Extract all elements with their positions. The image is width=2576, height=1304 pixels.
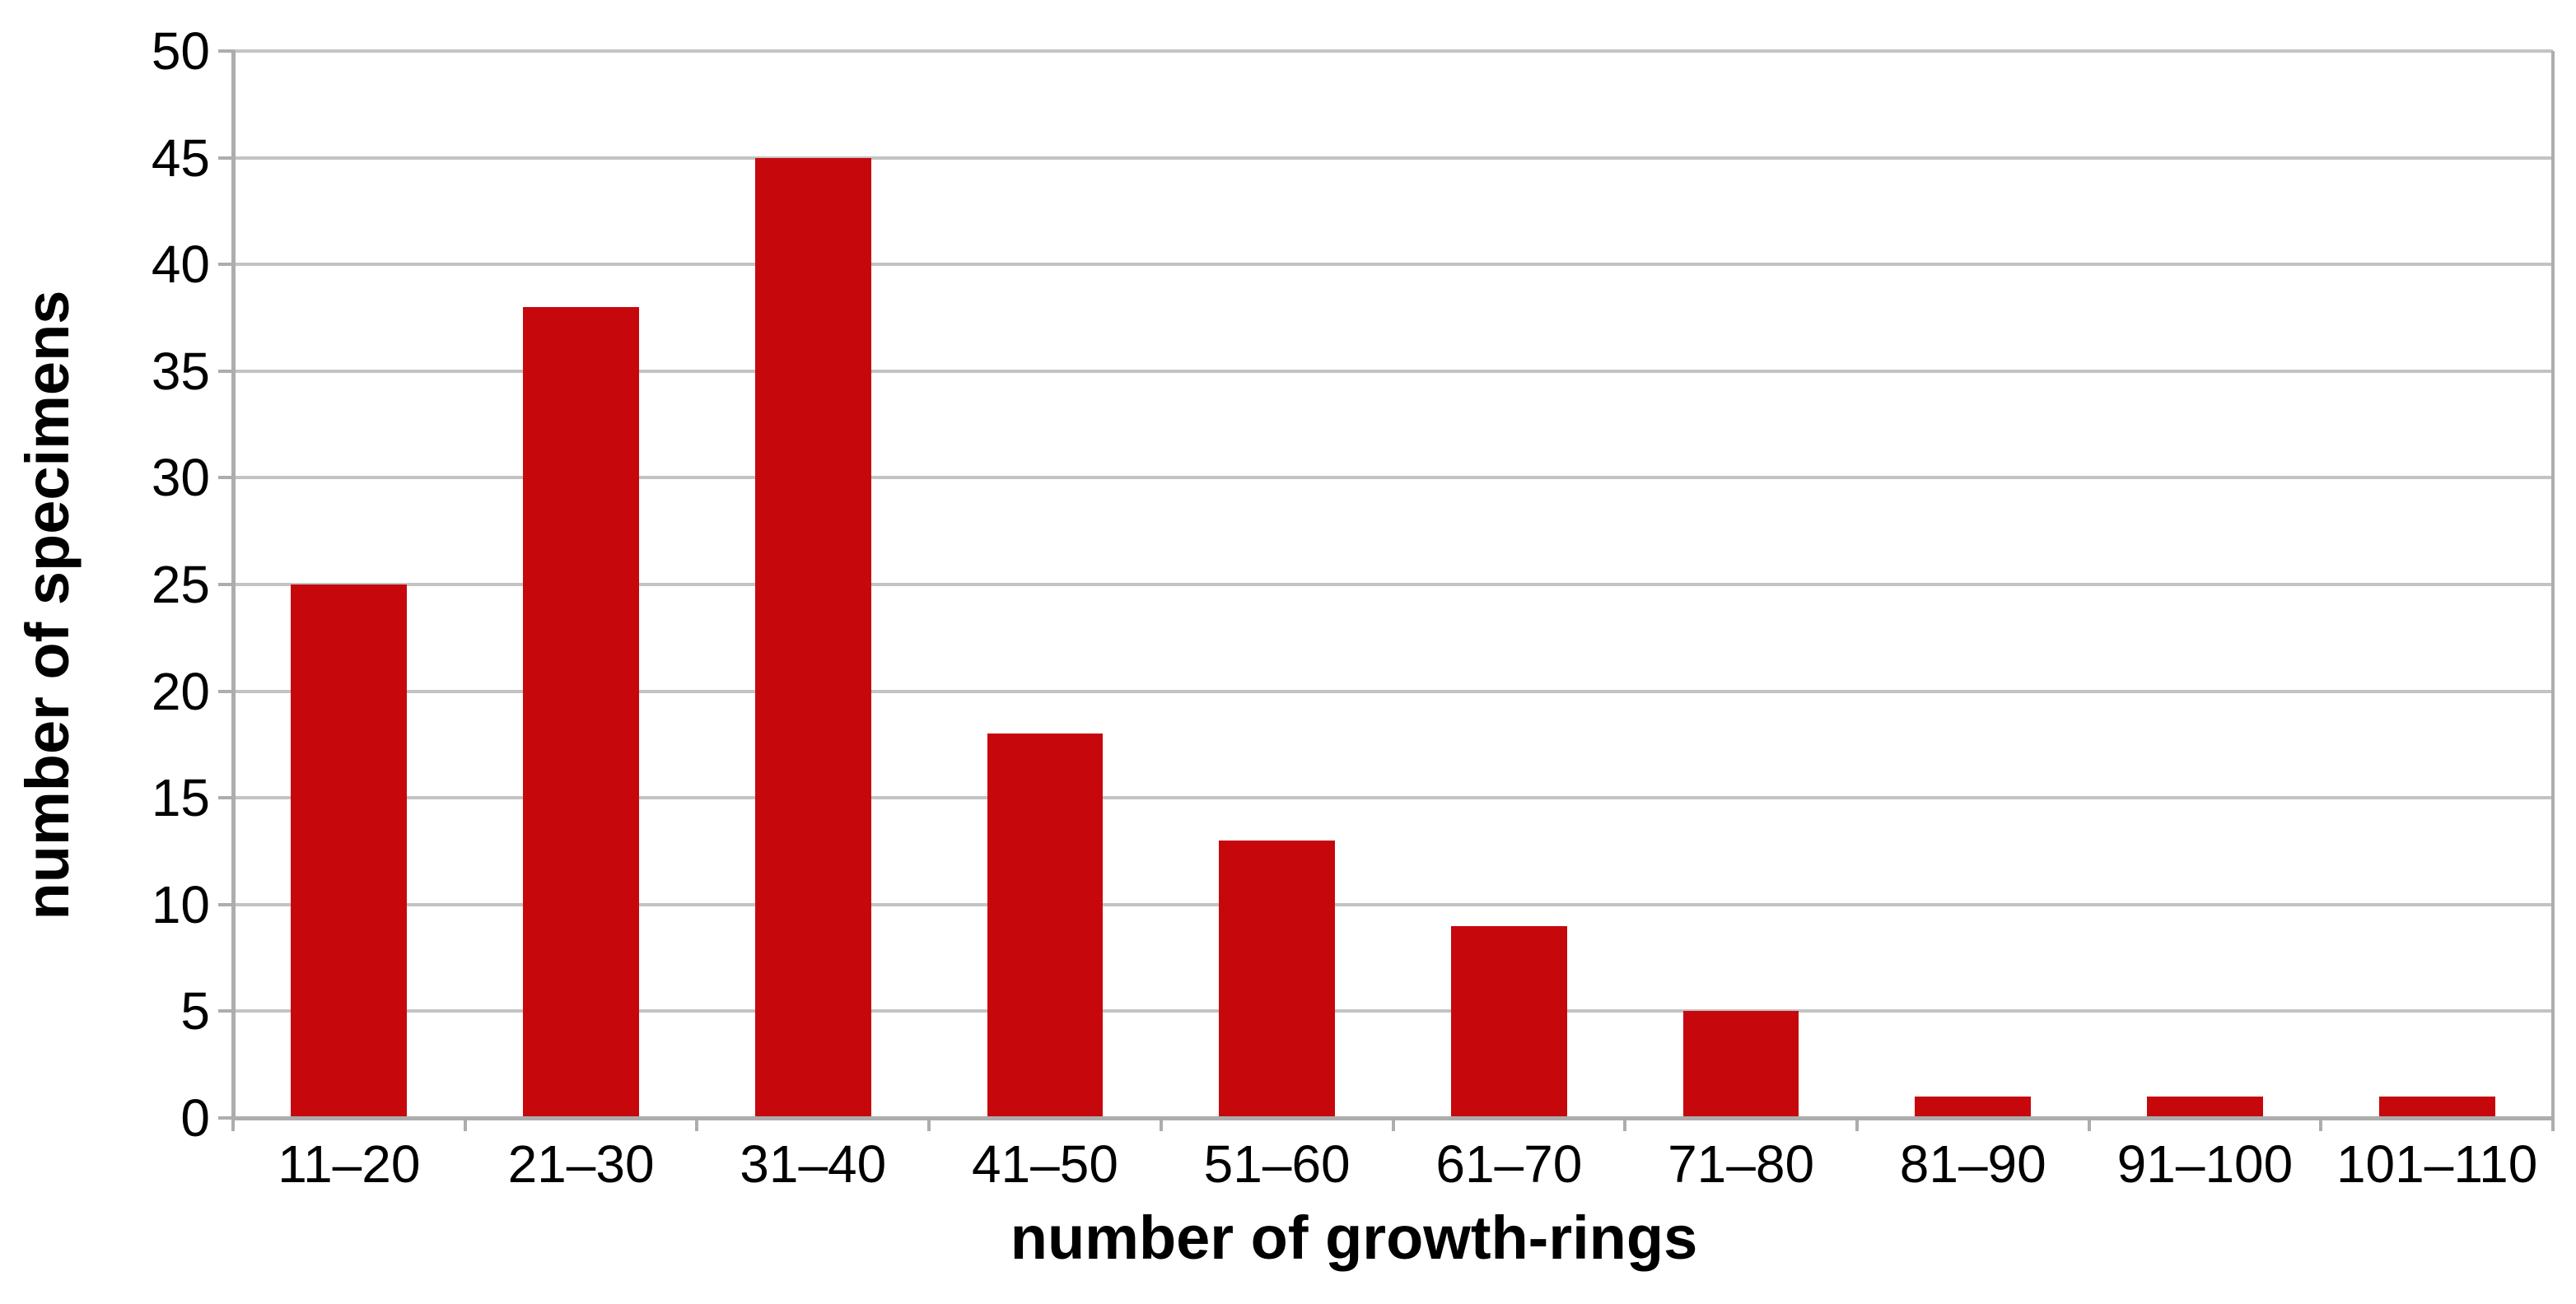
bar-71-80 [1682, 1011, 1799, 1118]
gridline-5 [235, 1009, 2553, 1013]
y-tick-label-15: 15 [151, 768, 210, 828]
y-tick-10 [218, 902, 235, 906]
y-tick-label-0: 0 [180, 1088, 210, 1148]
bar-101-110 [2378, 1097, 2495, 1118]
x-tick-5 [1391, 1118, 1395, 1131]
x-tick-label-11-20: 11–20 [278, 1134, 421, 1194]
y-tick-label-35: 35 [151, 341, 210, 401]
x-tick-0 [231, 1118, 235, 1131]
x-tick-label-101-110: 101–110 [2336, 1134, 2538, 1194]
bar-31-40 [754, 157, 871, 1118]
x-tick-8 [2087, 1118, 2091, 1131]
y-tick-label-45: 45 [151, 128, 210, 188]
plot-right-border [2551, 51, 2555, 1120]
gridline-35 [235, 369, 2553, 373]
bar-21-30 [523, 307, 639, 1118]
x-tick-label-21-30: 21–30 [507, 1134, 655, 1194]
y-tick-label-30: 30 [151, 448, 210, 508]
y-tick-5 [218, 1009, 235, 1013]
y-tick-label-10: 10 [151, 874, 210, 934]
y-tick-label-5: 5 [180, 981, 210, 1041]
x-axis-title: number of growth-rings [1010, 1204, 1698, 1272]
gridline-45 [235, 156, 2553, 160]
gridline-20 [235, 689, 2553, 693]
x-tick-label-91-100: 91–100 [2116, 1134, 2294, 1194]
x-tick-2 [695, 1118, 699, 1131]
y-tick-50 [218, 49, 235, 53]
bar-81-90 [1915, 1097, 2032, 1118]
bar-61-70 [1450, 925, 1567, 1118]
x-tick-label-71-80: 71–80 [1668, 1134, 1815, 1194]
gridline-25 [235, 583, 2553, 586]
y-tick-25 [218, 583, 235, 586]
gridline-50 [235, 49, 2553, 53]
bar-91-100 [2147, 1097, 2263, 1118]
x-tick-label-81-90: 81–90 [1899, 1134, 2046, 1194]
gridline-30 [235, 476, 2553, 480]
x-tick-label-61-70: 61–70 [1435, 1134, 1583, 1194]
x-tick-1 [463, 1118, 467, 1131]
y-tick-20 [218, 689, 235, 693]
gridline-40 [235, 263, 2553, 267]
y-tick-45 [218, 156, 235, 160]
y-tick-15 [218, 796, 235, 800]
x-tick-4 [1159, 1118, 1163, 1131]
x-tick-6 [1623, 1118, 1627, 1131]
bar-41-50 [987, 734, 1104, 1118]
x-tick-label-31-40: 31–40 [740, 1134, 887, 1194]
x-tick-label-51-60: 51–60 [1203, 1134, 1351, 1194]
y-tick-30 [218, 476, 235, 480]
y-tick-40 [218, 263, 235, 267]
x-tick-label-41-50: 41–50 [971, 1134, 1118, 1194]
y-tick-label-50: 50 [151, 21, 210, 81]
x-tick-7 [1855, 1118, 1859, 1131]
y-tick-0 [218, 1116, 235, 1120]
y-tick-label-25: 25 [151, 555, 210, 614]
bar-51-60 [1219, 841, 1336, 1118]
y-tick-label-20: 20 [151, 661, 210, 721]
bar-11-20 [291, 584, 408, 1118]
gridline-15 [235, 796, 2553, 800]
y-tick-35 [218, 369, 235, 373]
gridline-10 [235, 902, 2553, 906]
x-tick-9 [2319, 1118, 2323, 1131]
y-tick-label-40: 40 [151, 235, 210, 295]
x-tick-3 [927, 1118, 931, 1131]
x-tick-10 [2551, 1118, 2555, 1131]
